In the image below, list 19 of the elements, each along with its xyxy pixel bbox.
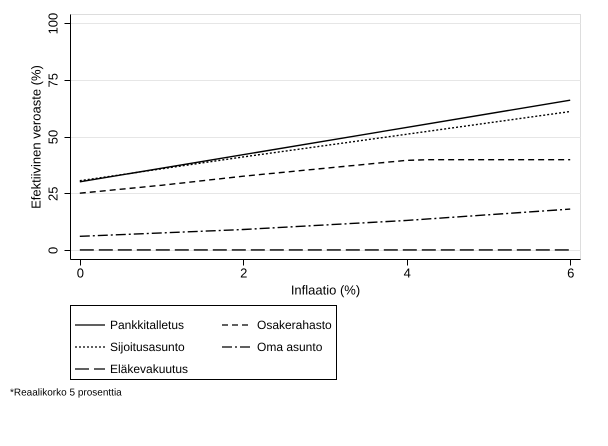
y-axis-title: Efektiivinen veroaste (%): [28, 65, 44, 209]
x-tick-label: 0: [76, 266, 84, 280]
y-tick-label: 0: [46, 246, 60, 254]
legend-label: Sijoitusasunto: [110, 340, 186, 354]
y-tick-label: 75: [46, 73, 60, 88]
legend-label: Oma asunto: [257, 340, 323, 354]
x-tick-label: 2: [240, 266, 248, 280]
y-tick-label: 25: [46, 186, 60, 201]
y-tick-label: 100: [46, 12, 60, 34]
x-tick-label: 4: [404, 266, 411, 280]
x-tick-label: 6: [567, 266, 574, 280]
text: *Reaalikorko 5 prosenttia: [10, 388, 122, 398]
legend-label: Eläkevakuutus: [110, 362, 188, 376]
legend-label: Pankkitalletus: [110, 318, 184, 332]
legend-label: Osakerahasto: [257, 318, 332, 332]
line-series: [79, 158, 571, 194]
x-axis-title: Inflaatio (%): [290, 282, 360, 298]
line-series: [79, 208, 571, 238]
y-tick-label: 50: [46, 130, 60, 144]
